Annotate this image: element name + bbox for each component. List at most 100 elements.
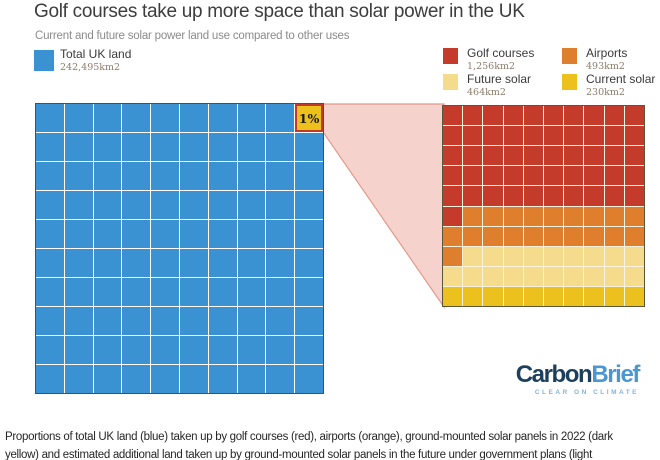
waffle-cell (624, 226, 644, 246)
waffle-cell (503, 186, 523, 206)
waffle-cell (93, 336, 122, 364)
waffle-cell (624, 206, 644, 226)
waffle-cell (544, 126, 564, 146)
waffle-cell (443, 246, 463, 266)
waffle-cell (151, 104, 179, 132)
waffle-cell (179, 249, 208, 277)
waffle-cell (208, 162, 237, 190)
waffle-cell (503, 106, 523, 126)
legend-value-current-solar: 230km2 (586, 87, 625, 98)
legend-swatch-future-solar (443, 74, 458, 90)
waffle-cell (64, 365, 93, 393)
logo-brief-text: Brief (591, 361, 640, 388)
waffle-cell (624, 246, 644, 266)
waffle-cell (564, 206, 584, 226)
waffle-cell (523, 186, 543, 206)
waffle-cell (604, 226, 624, 246)
legend-value-future-solar: 464km2 (467, 87, 506, 98)
waffle-cell (564, 226, 584, 246)
waffle-cell (93, 249, 122, 277)
waffle-cell (237, 162, 266, 190)
waffle-cell (122, 162, 151, 190)
waffle-cell (463, 106, 483, 126)
legend-value-airports: 493km2 (586, 61, 625, 72)
waffle-cell (463, 126, 483, 146)
waffle-cell (523, 126, 543, 146)
waffle-cell (443, 146, 463, 166)
waffle-cell (564, 146, 584, 166)
waffle-cell (584, 206, 604, 226)
waffle-cell (208, 220, 237, 248)
waffle-cell (266, 336, 295, 364)
waffle-cell (604, 146, 624, 166)
waffle-cell (624, 186, 644, 206)
waffle-cell (503, 266, 523, 286)
waffle-cell (64, 191, 93, 219)
waffle-cell (503, 226, 523, 246)
waffle-cell (483, 226, 503, 246)
waffle-cell (93, 162, 122, 190)
waffle-cell (443, 286, 463, 306)
waffle-cell (523, 166, 543, 186)
waffle-cell (463, 266, 483, 286)
legend-label-future-solar: Future solar (467, 72, 532, 86)
waffle-cell (564, 186, 584, 206)
waffle-cell (93, 220, 122, 248)
waffle-cell (93, 278, 122, 306)
caption-line-1: Proportions of total UK land (blue) take… (5, 431, 613, 443)
waffle-cell (463, 286, 483, 306)
waffle-cell (36, 307, 64, 335)
waffle-cell (237, 104, 266, 132)
waffle-cell (624, 266, 644, 286)
waffle-cell (266, 278, 295, 306)
waffle-cell (237, 220, 266, 248)
waffle-cell (443, 266, 463, 286)
waffle-cell (93, 365, 122, 393)
waffle-cell (564, 126, 584, 146)
waffle-cell (93, 307, 122, 335)
legend-swatch-airports (562, 48, 577, 64)
waffle-cell (237, 336, 266, 364)
waffle-cell (237, 278, 266, 306)
waffle-cell (483, 286, 503, 306)
waffle-cell (483, 146, 503, 166)
waffle-cell (64, 307, 93, 335)
carbonbrief-wordmark: CarbonBrief (516, 361, 641, 388)
waffle-cell (36, 133, 64, 161)
waffle-cell (584, 186, 604, 206)
waffle-cell (36, 278, 64, 306)
waffle-cell (208, 249, 237, 277)
waffle-cell (93, 104, 122, 132)
waffle-cell (122, 278, 151, 306)
waffle-cell (266, 104, 295, 132)
waffle-cell (122, 336, 151, 364)
waffle-one-percent-zoom (442, 105, 645, 307)
waffle-cell (503, 166, 523, 186)
waffle-cell (151, 365, 179, 393)
waffle-cell (151, 162, 179, 190)
waffle-cell (295, 278, 323, 306)
waffle-cell (604, 206, 624, 226)
logo-tagline: CLEAR ON CLIMATE (534, 389, 639, 396)
waffle-cell (604, 266, 624, 286)
waffle-cell (266, 220, 295, 248)
waffle-cell (523, 286, 543, 306)
waffle-cell (443, 106, 463, 126)
waffle-cell (463, 166, 483, 186)
waffle-cell (443, 186, 463, 206)
waffle-cell (564, 286, 584, 306)
waffle-cell (483, 186, 503, 206)
waffle-cell (151, 133, 179, 161)
waffle-cell (64, 336, 93, 364)
waffle-cell (93, 133, 122, 161)
waffle-cell (544, 266, 564, 286)
legend-swatch-golf-courses (443, 48, 458, 64)
legend-swatch-current-solar (562, 74, 577, 90)
waffle-cell (208, 104, 237, 132)
waffle-cell (483, 206, 503, 226)
waffle-cell (544, 286, 564, 306)
waffle-cell (584, 126, 604, 146)
waffle-cell (208, 191, 237, 219)
waffle-cell (624, 126, 644, 146)
waffle-cell (624, 106, 644, 126)
